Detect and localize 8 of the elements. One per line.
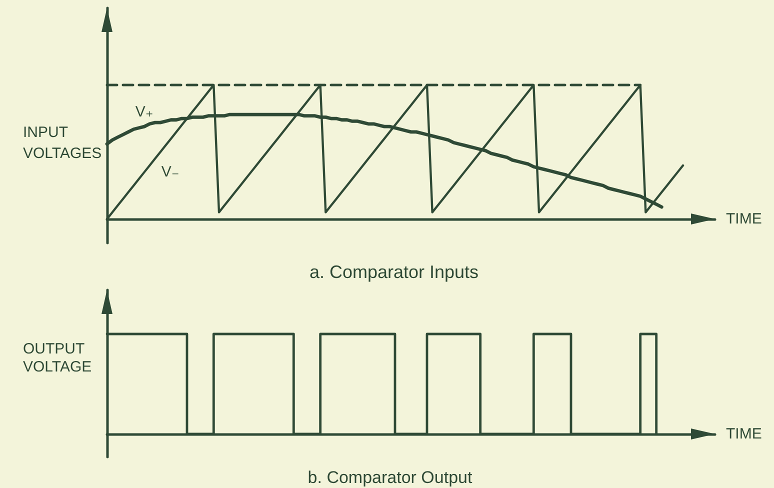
x-axis-title: TIME xyxy=(726,426,762,442)
y-axis-title: INPUT VOLTAGES xyxy=(23,124,102,162)
x-axis-title: TIME xyxy=(726,210,762,228)
series-label: V₋ xyxy=(161,164,180,181)
series-label: V₊ xyxy=(135,104,154,121)
y-axis-title: OUTPUT VOLTAGE xyxy=(23,340,92,376)
text: a. Comparator Inputs xyxy=(309,262,479,282)
text: b. Comparator Output xyxy=(308,468,472,487)
